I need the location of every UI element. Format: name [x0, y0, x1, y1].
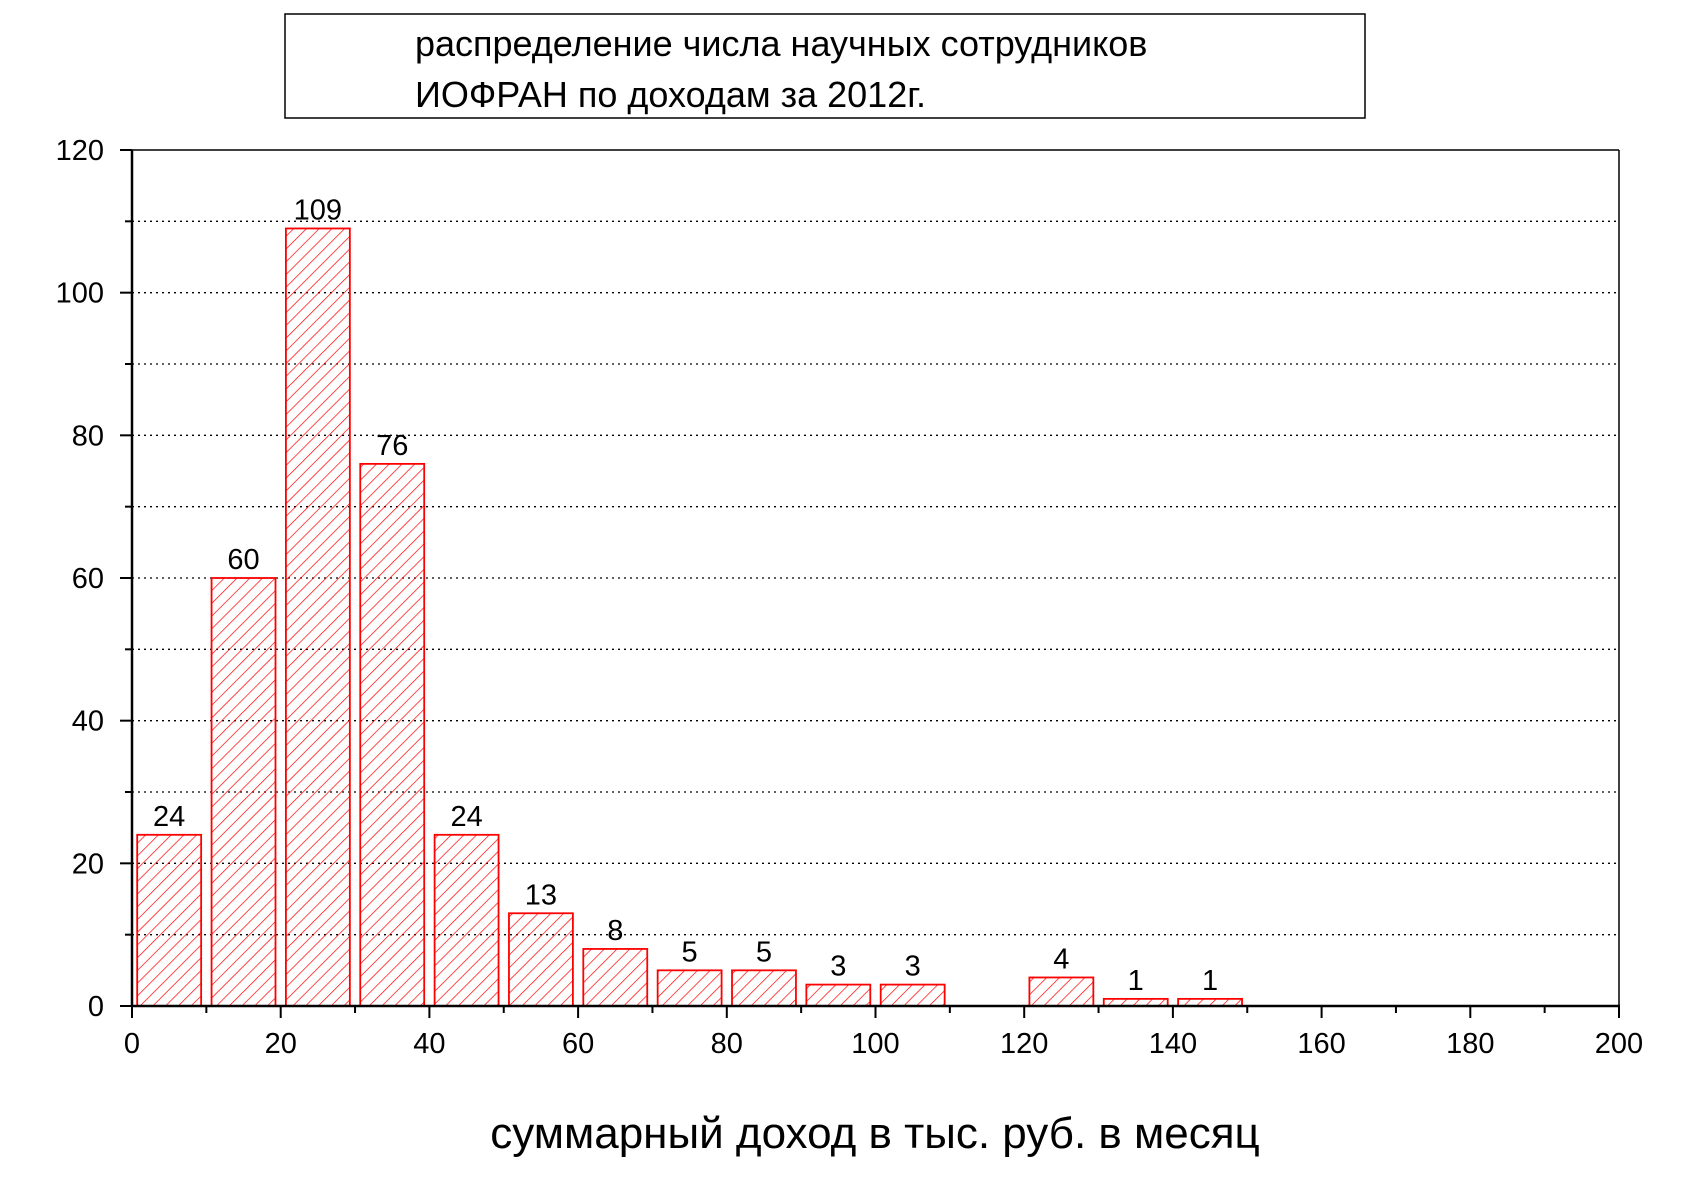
- bar-value-label: 13: [525, 879, 557, 911]
- y-axis-ticks: 0 20 40 60 80 100 120: [56, 135, 132, 1023]
- x-axis-title: суммарный доход в тыс. руб. в месяц: [490, 1109, 1260, 1158]
- histogram-bar: [433, 833, 500, 1007]
- x-tick-label: 60: [562, 1028, 594, 1060]
- bar-value-label: 5: [682, 936, 698, 968]
- y-tick-label: 120: [56, 135, 104, 167]
- chart-title-line-1: распределение числа научных сотрудников: [415, 23, 1147, 64]
- histogram-bar: [656, 969, 723, 1007]
- histogram-bar: [1028, 976, 1095, 1007]
- bar-value-label: 109: [294, 194, 342, 226]
- histogram-bar: [210, 577, 277, 1007]
- title-box-frame: [284, 13, 1366, 119]
- x-tick-label: 120: [1000, 1028, 1048, 1060]
- x-tick-label: 100: [851, 1028, 899, 1060]
- x-axis-ticks: 0 20 40 60 80 100 120 140 160 180 200: [124, 1006, 1643, 1060]
- y-tick-label: 40: [72, 706, 104, 738]
- x-tick-label: 40: [413, 1028, 445, 1060]
- y-tick-label: 20: [72, 848, 104, 880]
- histogram-bar: [136, 833, 203, 1007]
- x-tick-label: 0: [124, 1028, 140, 1060]
- bar-value-label: 24: [153, 801, 185, 833]
- x-tick-label: 20: [265, 1028, 297, 1060]
- y-tick-label: 0: [88, 991, 104, 1023]
- bar-value-labels: 24 60 109 76 24 13 8 5 5 3 3 4 1 1: [153, 194, 1218, 996]
- x-tick-label: 200: [1595, 1028, 1643, 1060]
- bar-value-label: 76: [376, 430, 408, 462]
- x-tick-label: 180: [1446, 1028, 1494, 1060]
- horizontal-gridlines: [132, 220, 1619, 936]
- histogram-bar: [879, 983, 946, 1007]
- bar-value-label: 8: [607, 915, 623, 947]
- x-tick-label: 160: [1297, 1028, 1345, 1060]
- x-tick-label: 80: [711, 1028, 743, 1060]
- y-tick-label: 80: [72, 420, 104, 452]
- x-tick-label: 140: [1149, 1028, 1197, 1060]
- y-tick-label: 100: [56, 278, 104, 310]
- bar-value-label: 5: [756, 936, 772, 968]
- histogram-bar: [508, 912, 574, 1007]
- chart-title-box: распределение числа научных сотрудников …: [284, 13, 1366, 119]
- bar-value-label: 1: [1202, 965, 1218, 997]
- bar-value-label: 60: [227, 544, 259, 576]
- histogram-bar: [359, 462, 426, 1007]
- histogram-bar: [731, 969, 797, 1007]
- bar-value-label: 4: [1053, 943, 1069, 975]
- histogram-bar: [285, 227, 351, 1007]
- y-tick-label: 60: [72, 563, 104, 595]
- histogram-bars: [136, 227, 1243, 1007]
- chart-title-line-2: ИОФРАН по доходам за 2012г.: [415, 74, 926, 115]
- histogram-bar: [582, 948, 649, 1007]
- bar-value-label: 24: [450, 801, 482, 833]
- bar-value-label: 3: [905, 951, 921, 983]
- bar-value-label: 3: [830, 951, 846, 983]
- bar-value-label: 1: [1128, 965, 1144, 997]
- histogram-bar: [805, 983, 872, 1007]
